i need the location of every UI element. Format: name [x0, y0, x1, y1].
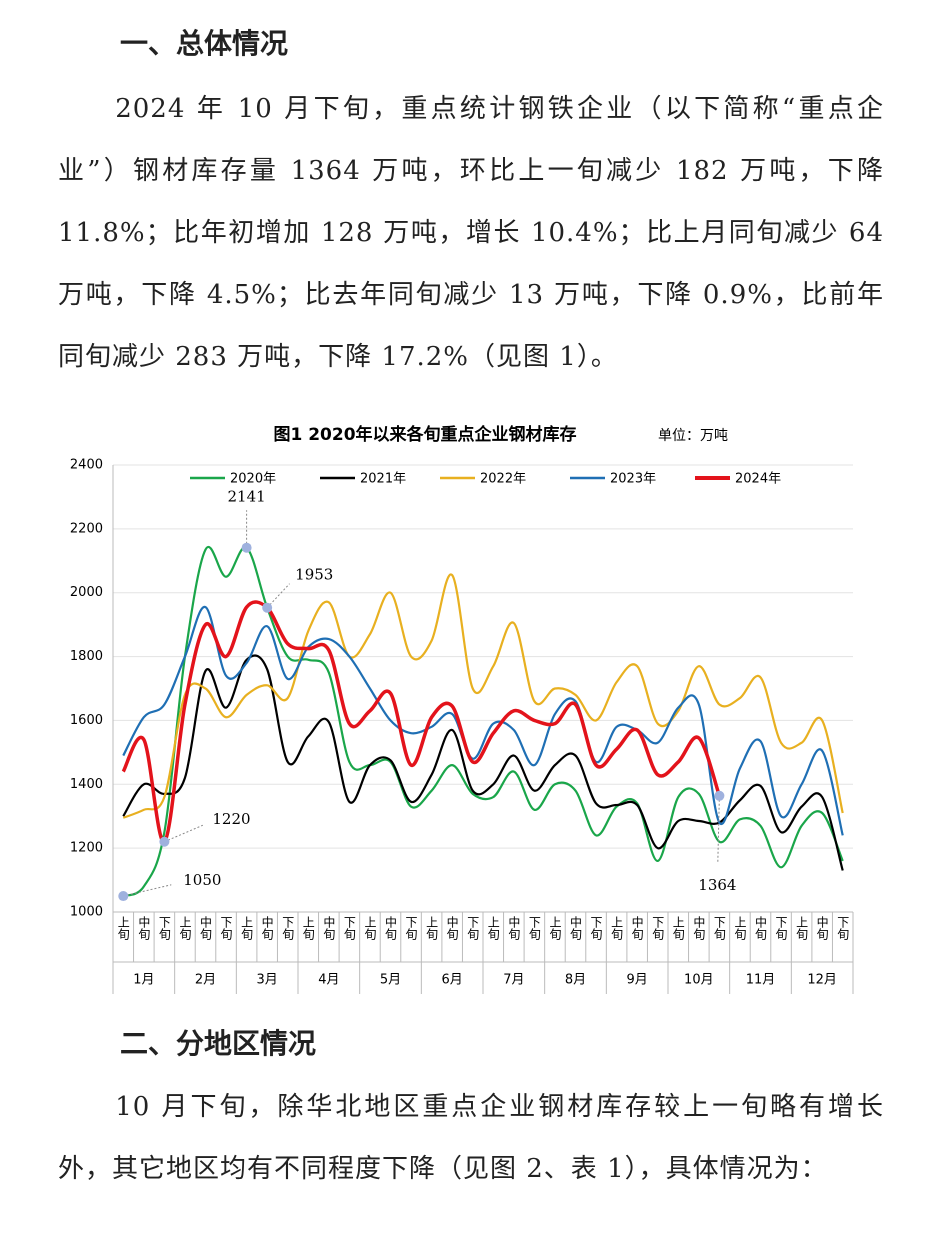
annotation-leader — [164, 824, 203, 843]
x-tick-label: 上旬 — [240, 916, 254, 940]
x-tick-label: 中旬 — [260, 915, 274, 940]
annotation-leader — [266, 583, 290, 609]
x-tick-label: 下旬 — [712, 916, 726, 940]
x-tick-label: 下旬 — [404, 916, 418, 940]
x-tick-label: 上旬 — [795, 916, 809, 940]
x-tick-label: 上旬 — [178, 916, 192, 940]
x-tick-label: 下旬 — [281, 916, 295, 940]
x-group-label: 1月 — [133, 973, 154, 988]
annotation-point — [714, 790, 725, 801]
legend-label: 2022年 — [480, 472, 526, 487]
x-tick-label: 中旬 — [692, 915, 706, 940]
x-tick-label: 中旬 — [630, 915, 644, 940]
annotation-label: 2141 — [228, 488, 266, 506]
y-tick-label: 2400 — [70, 458, 103, 473]
legend-label: 2024年 — [735, 472, 781, 487]
x-tick-label: 下旬 — [342, 916, 356, 940]
paragraph: 2024 年 10 月下旬，重点统计钢铁企业（以下简称“重点企业”）钢材库存量 … — [58, 94, 884, 372]
x-group-label: 9月 — [627, 973, 648, 988]
x-group-label: 3月 — [257, 973, 278, 988]
annotation-label: 1220 — [212, 810, 250, 828]
x-tick-label: 下旬 — [651, 916, 665, 940]
x-tick-label: 上旬 — [548, 916, 562, 940]
legend-label: 2021年 — [360, 472, 406, 487]
x-tick-label: 中旬 — [445, 915, 459, 940]
heading: 二、分地区情况 — [120, 1027, 317, 1060]
annotation-point — [118, 891, 129, 902]
x-tick-label: 下旬 — [836, 916, 850, 940]
x-tick-label: 中旬 — [384, 915, 398, 940]
annotation-leader — [717, 795, 720, 864]
x-tick-label: 中旬 — [754, 915, 768, 940]
series-line — [122, 545, 844, 898]
annotation-point — [159, 836, 170, 847]
series-line — [122, 573, 844, 819]
x-tick-label: 上旬 — [486, 916, 500, 940]
x-tick-label: 下旬 — [466, 916, 480, 940]
x-tick-label: 中旬 — [507, 915, 521, 940]
x-group-label: 6月 — [442, 973, 463, 988]
annotation-leader — [123, 884, 172, 897]
y-tick-label: 1800 — [70, 649, 103, 664]
x-tick-label: 下旬 — [157, 916, 171, 940]
x-tick-label: 下旬 — [774, 916, 788, 940]
x-tick-label: 上旬 — [610, 916, 624, 940]
x-group-label: 2月 — [195, 973, 216, 988]
x-tick-label: 上旬 — [671, 916, 685, 940]
x-group-label: 7月 — [503, 973, 524, 988]
series-line — [122, 605, 844, 836]
x-tick-label: 上旬 — [301, 916, 315, 940]
y-tick-label: 1400 — [70, 777, 103, 792]
x-tick-label: 上旬 — [116, 916, 130, 940]
x-group-label: 10月 — [684, 973, 714, 988]
chart-unit: 单位：万吨 — [658, 428, 728, 444]
x-tick-label: 上旬 — [733, 916, 747, 940]
x-tick-label: 下旬 — [589, 916, 603, 940]
x-tick-label: 中旬 — [137, 915, 151, 940]
x-tick-label: 上旬 — [363, 916, 377, 940]
y-tick-label: 2200 — [70, 521, 103, 536]
y-tick-label: 2000 — [70, 585, 103, 600]
annotation-point — [241, 542, 252, 553]
y-tick-label: 1600 — [70, 713, 103, 728]
annotation-label: 1050 — [183, 871, 221, 889]
x-group-label: 8月 — [565, 973, 586, 988]
x-tick-label: 下旬 — [219, 916, 233, 940]
paragraph: 10 月下旬，除华北地区重点企业钢材库存较上一旬略有增长外，其它地区均有不同程度… — [58, 1092, 884, 1184]
y-tick-label: 1000 — [70, 905, 103, 920]
x-tick-label: 上旬 — [425, 916, 439, 940]
x-group-label: 12月 — [807, 973, 837, 988]
annotation-label: 1953 — [295, 566, 333, 584]
y-tick-label: 1200 — [70, 841, 103, 856]
x-tick-label: 中旬 — [322, 915, 336, 940]
x-group-label: 4月 — [318, 973, 339, 988]
chart-title: 图1 2020年以来各旬重点企业钢材库存 — [273, 424, 576, 445]
annotation-label: 1364 — [698, 876, 736, 894]
series-line — [121, 600, 722, 844]
x-tick-label: 中旬 — [199, 915, 213, 940]
x-group-label: 5月 — [380, 973, 401, 988]
chart: 图1 2020年以来各旬重点企业钢材库存 单位：万吨 1000 1200 1400 1… — [55, 398, 855, 1000]
x-tick-label: 中旬 — [569, 915, 583, 940]
x-group-label: 11月 — [746, 973, 776, 988]
x-tick-label: 下旬 — [527, 916, 541, 940]
legend-label: 2023年 — [610, 472, 656, 487]
legend-label: 2020年 — [230, 472, 276, 487]
chart-frame — [55, 398, 855, 1000]
annotation-point — [262, 602, 273, 613]
heading: 一、总体情况 — [120, 27, 289, 60]
x-tick-label: 中旬 — [815, 915, 829, 940]
